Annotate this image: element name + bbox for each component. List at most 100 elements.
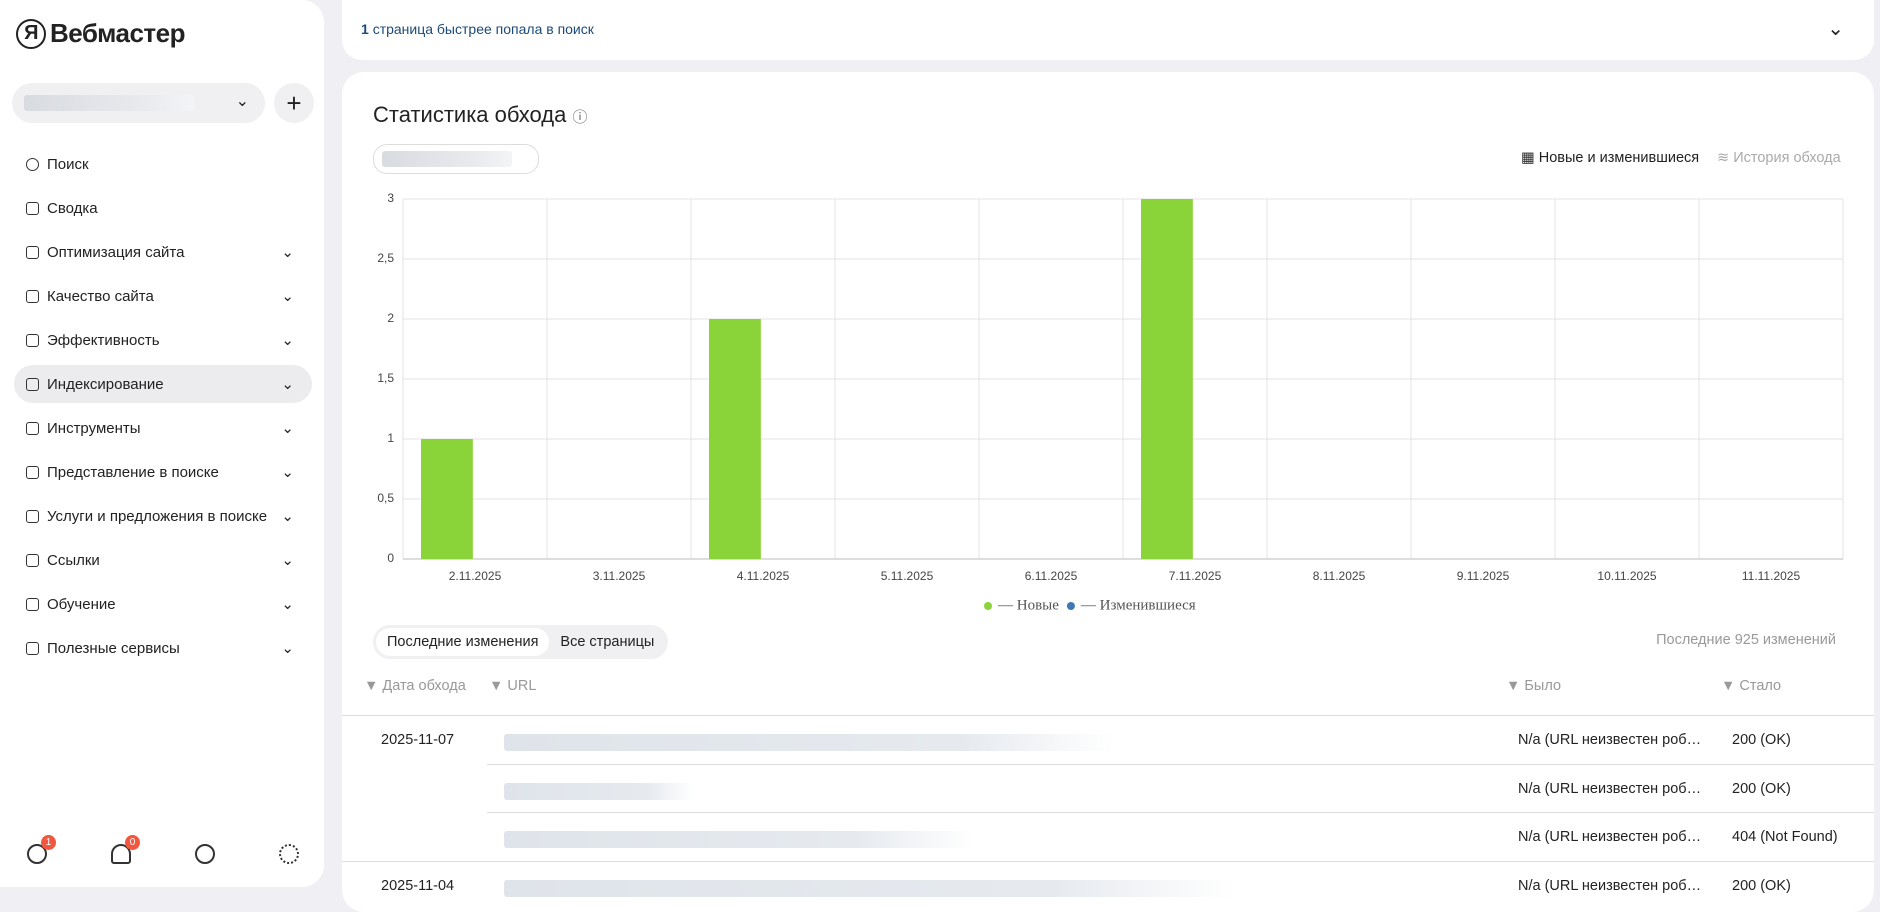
crawl-card: Статистика обхода ⓘ ▦ Новые и изменившие… bbox=[342, 72, 1874, 912]
x-tick-label: 2.11.2025 bbox=[449, 569, 502, 583]
logo[interactable]: Я Вебмастер bbox=[16, 18, 186, 49]
legend-marker bbox=[1066, 602, 1075, 610]
view-history-label: История обхода bbox=[1733, 150, 1841, 166]
cell-now: 200 (OK) bbox=[1732, 780, 1791, 797]
menu-item[interactable]: Качество сайта ⌄ bbox=[14, 277, 312, 315]
banner[interactable]: 1 страница быстрее попала в поиск ⌄ bbox=[342, 0, 1874, 60]
row-divider bbox=[487, 763, 1874, 765]
cell-date: 2025-11-07 bbox=[381, 732, 455, 748]
x-tick-label: 4.11.2025 bbox=[737, 569, 790, 583]
menu-item[interactable]: Индексирование ⌄ bbox=[14, 365, 312, 403]
menu-item[interactable]: Инструменты ⌄ bbox=[14, 409, 312, 447]
chevron: ⌄ bbox=[281, 288, 294, 305]
banner-count: 1 bbox=[361, 21, 369, 37]
column-header[interactable]: ▼ URL bbox=[489, 678, 537, 694]
menu-label: Ссылки bbox=[47, 551, 100, 569]
view-new-label: Новые и изменившиеся bbox=[1538, 150, 1700, 166]
x-tick-label: 7.11.2025 bbox=[1169, 569, 1222, 583]
y-tick-label: 3 bbox=[387, 191, 394, 205]
sidebar: Я Вебмастер ⌄ + Поиск Сводка Оптимизация са… bbox=[0, 0, 324, 887]
view-history[interactable]: ≋ История обхода bbox=[1717, 150, 1841, 166]
menu-icon bbox=[26, 201, 39, 215]
menu-item[interactable]: Оптимизация сайта ⌄ bbox=[14, 233, 312, 271]
menu-label: Инструменты bbox=[47, 419, 141, 437]
menu-label: Услуги и предложения в поиске bbox=[47, 507, 268, 525]
menu-item[interactable]: Сводка bbox=[14, 189, 312, 227]
menu-item[interactable]: Эффективность ⌄ bbox=[14, 321, 312, 359]
tabs: Последние изменения Все страницы bbox=[373, 625, 669, 659]
blurred-filter bbox=[382, 151, 512, 167]
banner-label: страница быстрее попала в поиск bbox=[372, 21, 594, 37]
cell-was: N/a (URL неизвестен роб… bbox=[1518, 732, 1702, 748]
view-new[interactable]: ▦ Новые и изменившиеся bbox=[1521, 150, 1700, 166]
summary: Последние 925 изменений bbox=[1656, 632, 1836, 648]
menu-item[interactable]: Ссылки ⌄ bbox=[14, 541, 312, 579]
site-selector[interactable]: ⌄ bbox=[12, 83, 265, 123]
column-header[interactable]: ▼ Было bbox=[1506, 678, 1562, 694]
menu-label: Полезные сервисы bbox=[47, 639, 180, 657]
notifications[interactable] bbox=[111, 844, 131, 864]
cell-now: 200 (OK) bbox=[1732, 877, 1791, 894]
header-text: Было bbox=[1524, 678, 1562, 694]
menu-icon bbox=[26, 333, 39, 347]
chevron: ⌄ bbox=[281, 464, 294, 481]
blurred-site bbox=[24, 95, 194, 111]
menu-icon bbox=[26, 509, 39, 523]
menu-icon bbox=[26, 641, 39, 655]
add-site-button[interactable]: + bbox=[274, 83, 314, 123]
column-header[interactable]: ▼ Стало bbox=[1721, 678, 1782, 694]
blurred-url bbox=[504, 734, 1114, 751]
info-icon[interactable]: ⓘ bbox=[572, 109, 588, 126]
blurred-url bbox=[504, 879, 1234, 897]
tab[interactable]: Все страницы bbox=[560, 634, 655, 650]
x-tick-label: 9.11.2025 bbox=[1457, 569, 1510, 583]
chevron: ⌄ bbox=[281, 596, 294, 613]
help[interactable] bbox=[195, 844, 215, 864]
menu-icon bbox=[26, 597, 39, 611]
legend-label: — Новые bbox=[997, 597, 1059, 613]
filter-select[interactable] bbox=[373, 144, 539, 174]
menu-item[interactable]: Поиск bbox=[14, 145, 312, 183]
tab[interactable]: Последние изменения bbox=[376, 628, 550, 656]
menu-label: Поиск bbox=[47, 155, 89, 173]
avatar[interactable] bbox=[27, 844, 47, 864]
chevron: ⌄ bbox=[281, 508, 294, 525]
menu-icon bbox=[26, 421, 39, 435]
card-title: Статистика обхода ⓘ bbox=[373, 102, 587, 128]
cell-date: 2025-11-04 bbox=[381, 877, 455, 894]
chevron: ⌄ bbox=[281, 332, 294, 349]
blurred-url bbox=[504, 782, 694, 800]
badge: 1 bbox=[41, 835, 56, 850]
cell-was: N/a (URL неизвестен роб… bbox=[1518, 780, 1702, 797]
cell-now: 404 (Not Found) bbox=[1732, 829, 1838, 845]
bar bbox=[1141, 199, 1193, 559]
legend-marker bbox=[984, 602, 992, 610]
blurred-url bbox=[504, 831, 974, 848]
legend-label: — Изменившиеся bbox=[1080, 597, 1196, 613]
title-text: Статистика обхода bbox=[373, 102, 567, 127]
cell-was: N/a (URL неизвестен роб… bbox=[1518, 829, 1702, 845]
logo-text: Вебмастер bbox=[50, 18, 186, 48]
menu-item[interactable]: Обучение ⌄ bbox=[14, 585, 312, 623]
chevron: ⌄ bbox=[235, 93, 249, 110]
menu-icon bbox=[26, 465, 39, 479]
chevron: ⌄ bbox=[281, 420, 294, 437]
x-tick-label: 11.11.2025 bbox=[1742, 569, 1801, 583]
column-header[interactable]: ▼ Дата обхода bbox=[364, 678, 466, 694]
row-divider bbox=[342, 715, 1874, 716]
menu-item[interactable]: Услуги и предложения в поиске ⌄ bbox=[14, 497, 312, 535]
x-tick-label: 3.11.2025 bbox=[593, 569, 646, 583]
menu-item[interactable]: Представление в поиске ⌄ bbox=[14, 453, 312, 491]
menu-icon bbox=[26, 245, 39, 259]
chevron[interactable]: ⌄ bbox=[1827, 18, 1844, 40]
menu-label: Сводка bbox=[47, 199, 98, 217]
bar bbox=[421, 439, 473, 559]
settings[interactable] bbox=[279, 844, 299, 864]
y-tick-label: 1,5 bbox=[377, 371, 394, 385]
x-tick-label: 6.11.2025 bbox=[1025, 569, 1078, 583]
banner-text: 1 страница быстрее попала в поиск bbox=[361, 21, 594, 37]
menu-item[interactable]: Полезные сервисы ⌄ bbox=[14, 629, 312, 667]
menu-label: Индексирование bbox=[47, 375, 164, 393]
